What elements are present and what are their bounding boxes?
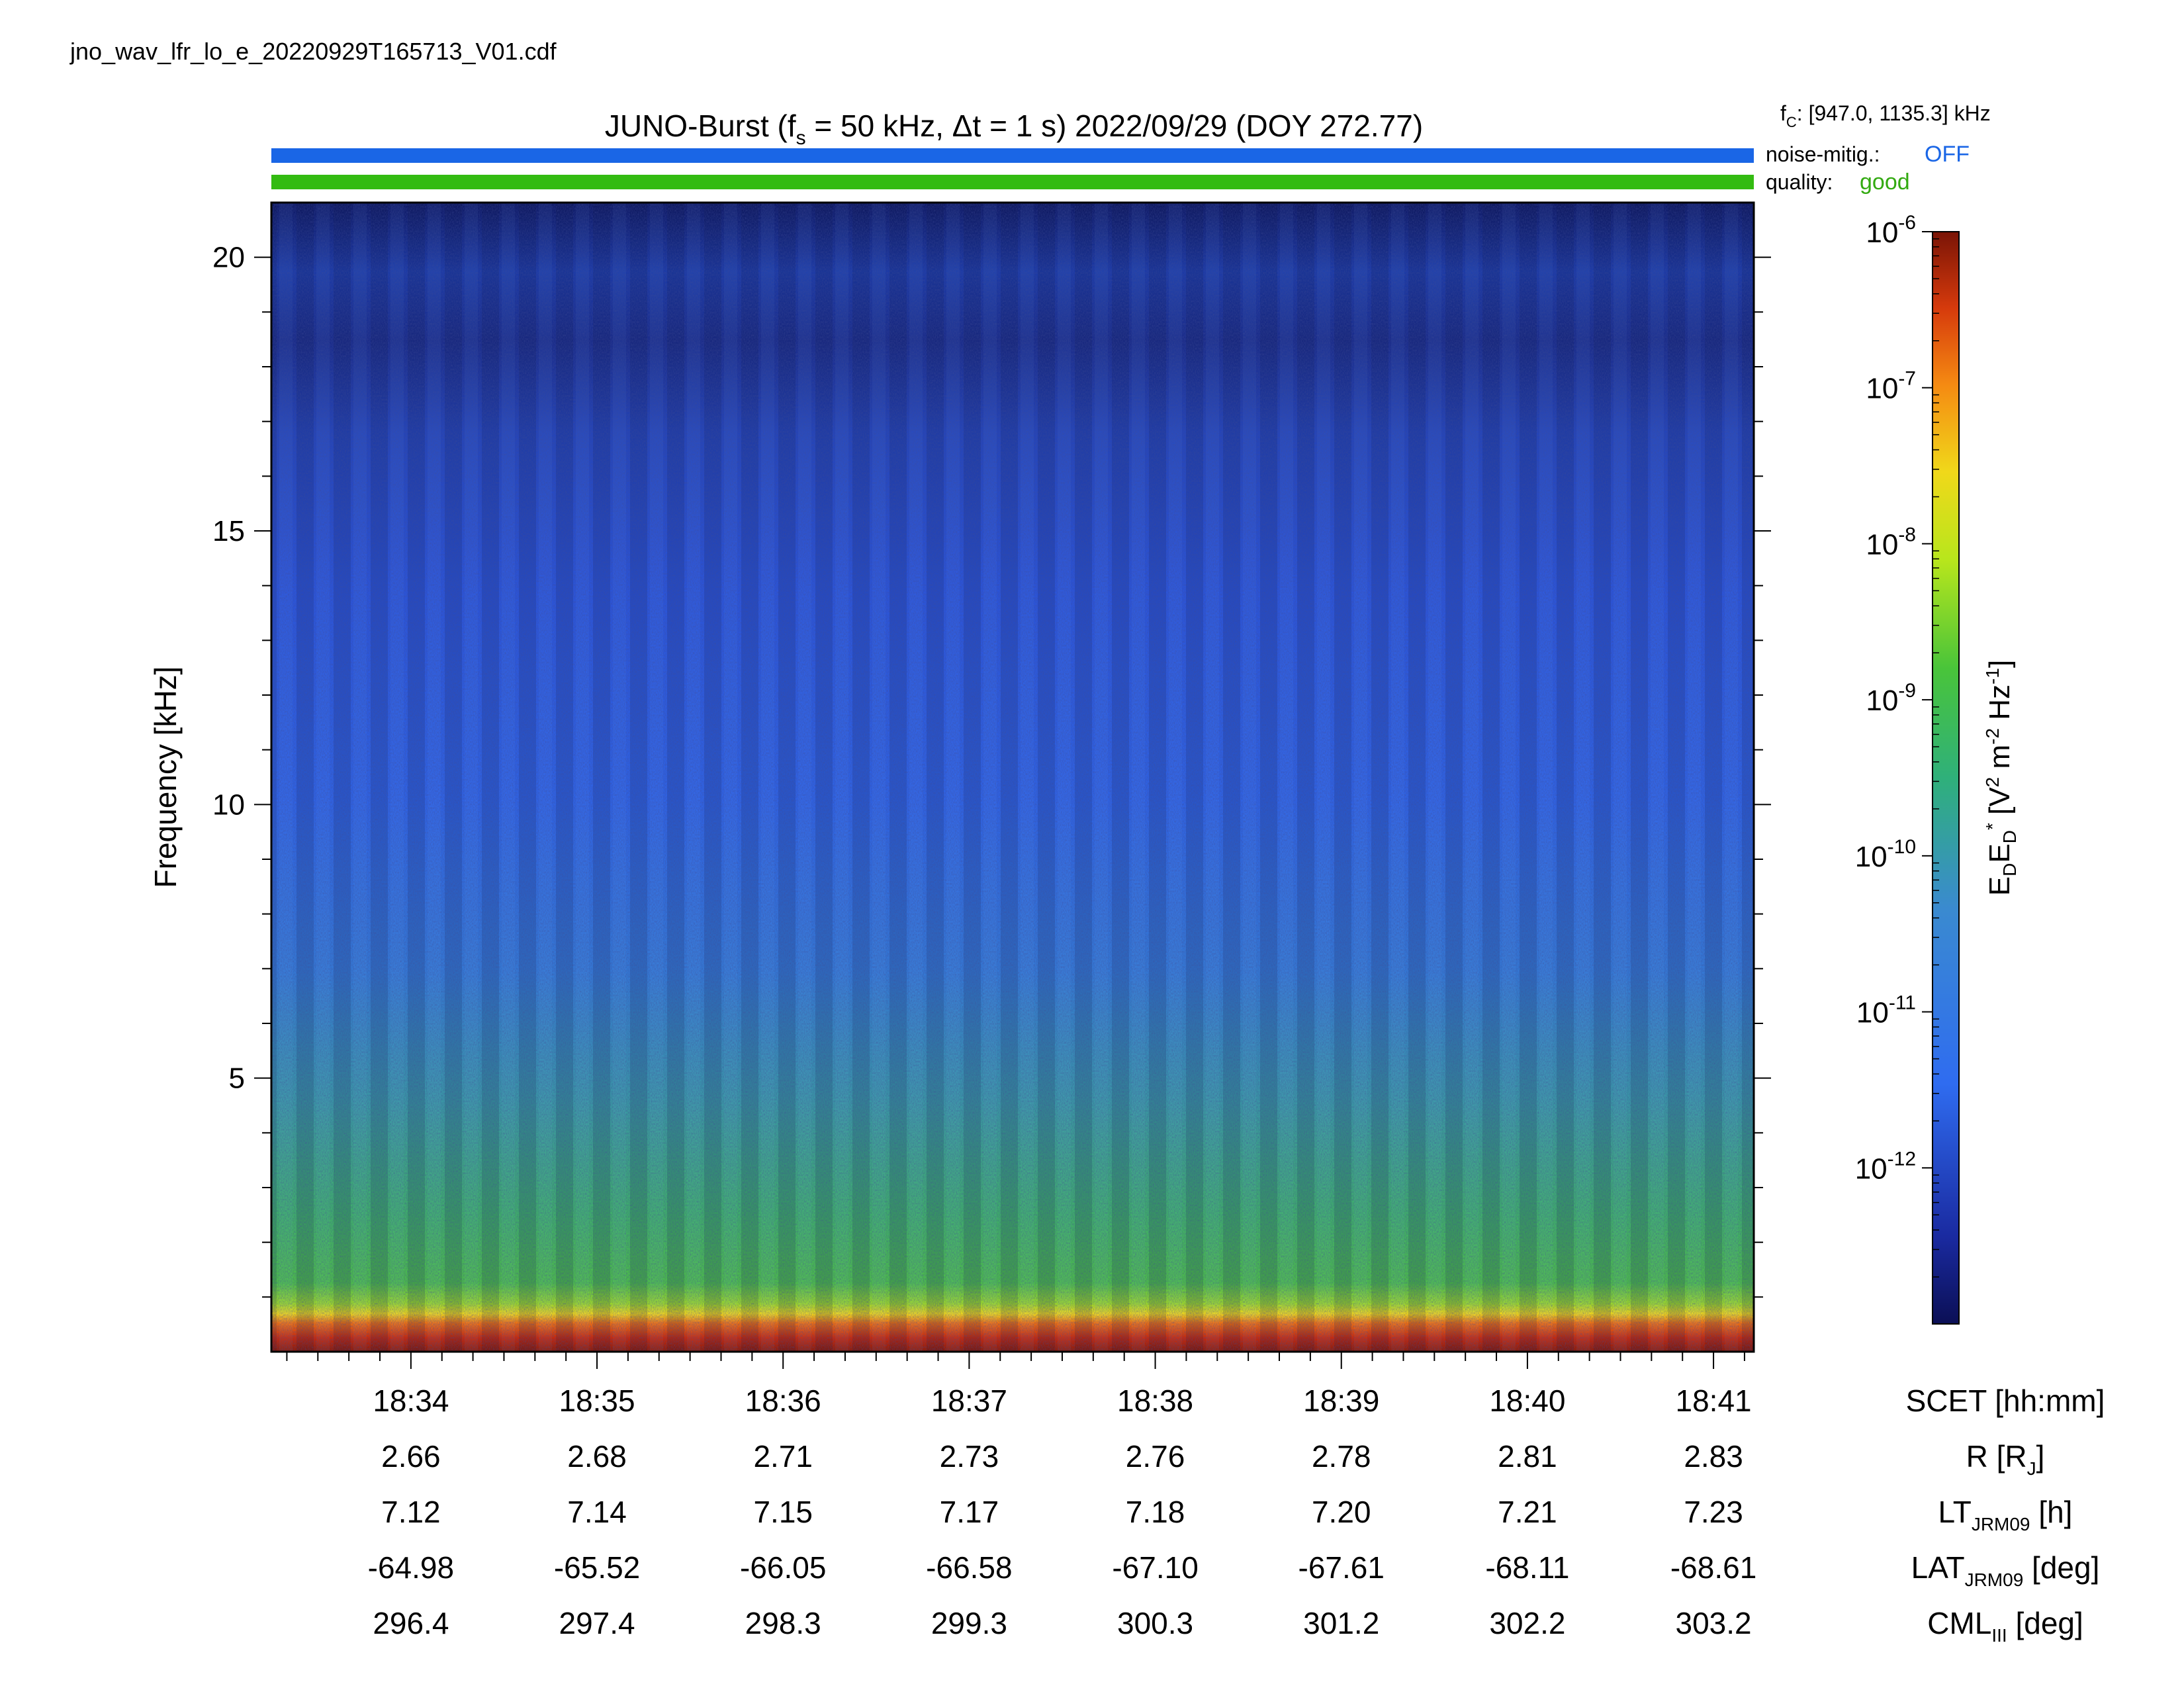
ephemeris-value: 18:38 (1117, 1383, 1193, 1418)
ephemeris-value: 299.3 (931, 1606, 1007, 1640)
colorbar-tick-label: 10-6 (1866, 212, 1916, 249)
colorbar-gradient (1932, 231, 1960, 1325)
ephemeris-value: 18:36 (745, 1383, 821, 1418)
y-tick-label: 5 (229, 1062, 245, 1095)
colorbar-tick-label: 10-9 (1866, 680, 1916, 717)
x-axis (286, 1352, 1745, 1369)
colorbar-tick-label: 10-8 (1866, 524, 1916, 561)
ephemeris-value: 297.4 (559, 1606, 635, 1640)
noise-mitigation-label: noise-mitig.: (1766, 142, 1880, 166)
spectrogram-noise-texture (271, 203, 1754, 1352)
colorbar-ticks: 10-6 10-7 10-8 10-9 10-10 10-11 10-12 (1855, 212, 1939, 1278)
ephemeris-value: 2.66 (381, 1439, 441, 1474)
ephemeris-value: -66.58 (926, 1550, 1012, 1585)
ephemeris-value: 296.4 (373, 1606, 449, 1640)
ephemeris-value: 2.71 (753, 1439, 813, 1474)
ephemeris-value: 18:37 (931, 1383, 1007, 1418)
y-tick-label: 10 (212, 788, 245, 821)
filename-label: jno_wav_lfr_lo_e_20220929T165713_V01.cdf (69, 38, 557, 65)
colorbar: 10-6 10-7 10-8 10-9 10-10 10-11 10-12 EDED* [V… (1855, 212, 2020, 1325)
ephemeris-row-label: CMLIII [deg] (1927, 1606, 2083, 1646)
ephemeris-value: 2.83 (1684, 1439, 1743, 1474)
ephemeris-value: 18:40 (1489, 1383, 1565, 1418)
quality-bar (271, 175, 1754, 189)
ephemeris-value: 7.18 (1126, 1495, 1185, 1529)
ephemeris-value: 300.3 (1117, 1606, 1193, 1640)
y-tick-label: 15 (212, 515, 245, 547)
ephemeris-value: -65.52 (554, 1550, 640, 1585)
colorbar-tick-label: 10-7 (1866, 368, 1916, 405)
ephemeris-value: 7.23 (1684, 1495, 1743, 1529)
colorbar-label: EDED* [V2 m-2 Hz-1] (1982, 660, 2020, 896)
noise-mitigation-bar (271, 148, 1754, 163)
ephemeris-value: -68.61 (1670, 1550, 1756, 1585)
ephemeris-value: -68.11 (1485, 1550, 1569, 1585)
noise-mitigation-value: OFF (1925, 142, 1970, 167)
y-axis: 5 10 15 20 (212, 242, 1771, 1298)
ephemeris-value: 2.81 (1498, 1439, 1557, 1474)
ephemeris-value: 2.76 (1126, 1439, 1185, 1474)
ephemeris-value: 18:41 (1676, 1383, 1752, 1418)
ephemeris-value: 18:35 (559, 1383, 635, 1418)
plot-frame (270, 201, 1755, 1353)
colorbar-tick-label: 10-11 (1856, 992, 1916, 1029)
ephemeris-value: -67.10 (1112, 1550, 1198, 1585)
spectrogram-plot (270, 201, 1755, 1353)
ephemeris-value: 2.68 (567, 1439, 627, 1474)
ephemeris-value: 18:39 (1303, 1383, 1379, 1418)
chart-title: JUNO-Burst (fs = 50 kHz, Δt = 1 s) 2022/… (605, 109, 1423, 149)
ephemeris-value: -67.61 (1298, 1550, 1385, 1585)
ephemeris-value: 7.17 (940, 1495, 999, 1529)
ephemeris-value: 7.20 (1312, 1495, 1371, 1529)
ephemeris-value: 2.73 (940, 1439, 999, 1474)
ephemeris-value: 303.2 (1676, 1606, 1752, 1640)
ephemeris-table: 18:34 18:35 18:36 18:37 18:38 18:39 18:40 18:41… (368, 1383, 2105, 1646)
ephemeris-row-label: R [RJ] (1966, 1439, 2045, 1479)
ephemeris-row-label: LTJRM09 [h] (1938, 1495, 2073, 1534)
ephemeris-value: 302.2 (1489, 1606, 1565, 1640)
ephemeris-value: 301.2 (1303, 1606, 1379, 1640)
fc-annotation: fC: [947.0, 1135.3] kHz (1780, 101, 1991, 130)
ephemeris-value: 7.21 (1498, 1495, 1557, 1529)
quality-value: good (1860, 169, 1910, 195)
ephemeris-value: 7.12 (381, 1495, 441, 1529)
colorbar-tick-label: 10-10 (1855, 836, 1916, 873)
ephemeris-value: 2.78 (1312, 1439, 1371, 1474)
ephemeris-value: 298.3 (745, 1606, 821, 1640)
colorbar-tick-label: 10-12 (1855, 1148, 1916, 1185)
ephemeris-value: 18:34 (373, 1383, 449, 1418)
ephemeris-row-label: LATJRM09 [deg] (1911, 1550, 2100, 1590)
ephemeris-value: 7.14 (567, 1495, 627, 1529)
ephemeris-value: -64.98 (368, 1550, 454, 1585)
quality-label: quality: (1766, 170, 1833, 194)
y-axis-label: Frequency [kHz] (148, 667, 183, 888)
ephemeris-row-label: SCET [hh:mm] (1906, 1383, 2105, 1418)
ephemeris-value: -66.05 (740, 1550, 826, 1585)
ephemeris-value: 7.15 (753, 1495, 813, 1529)
y-tick-label: 20 (212, 242, 245, 274)
